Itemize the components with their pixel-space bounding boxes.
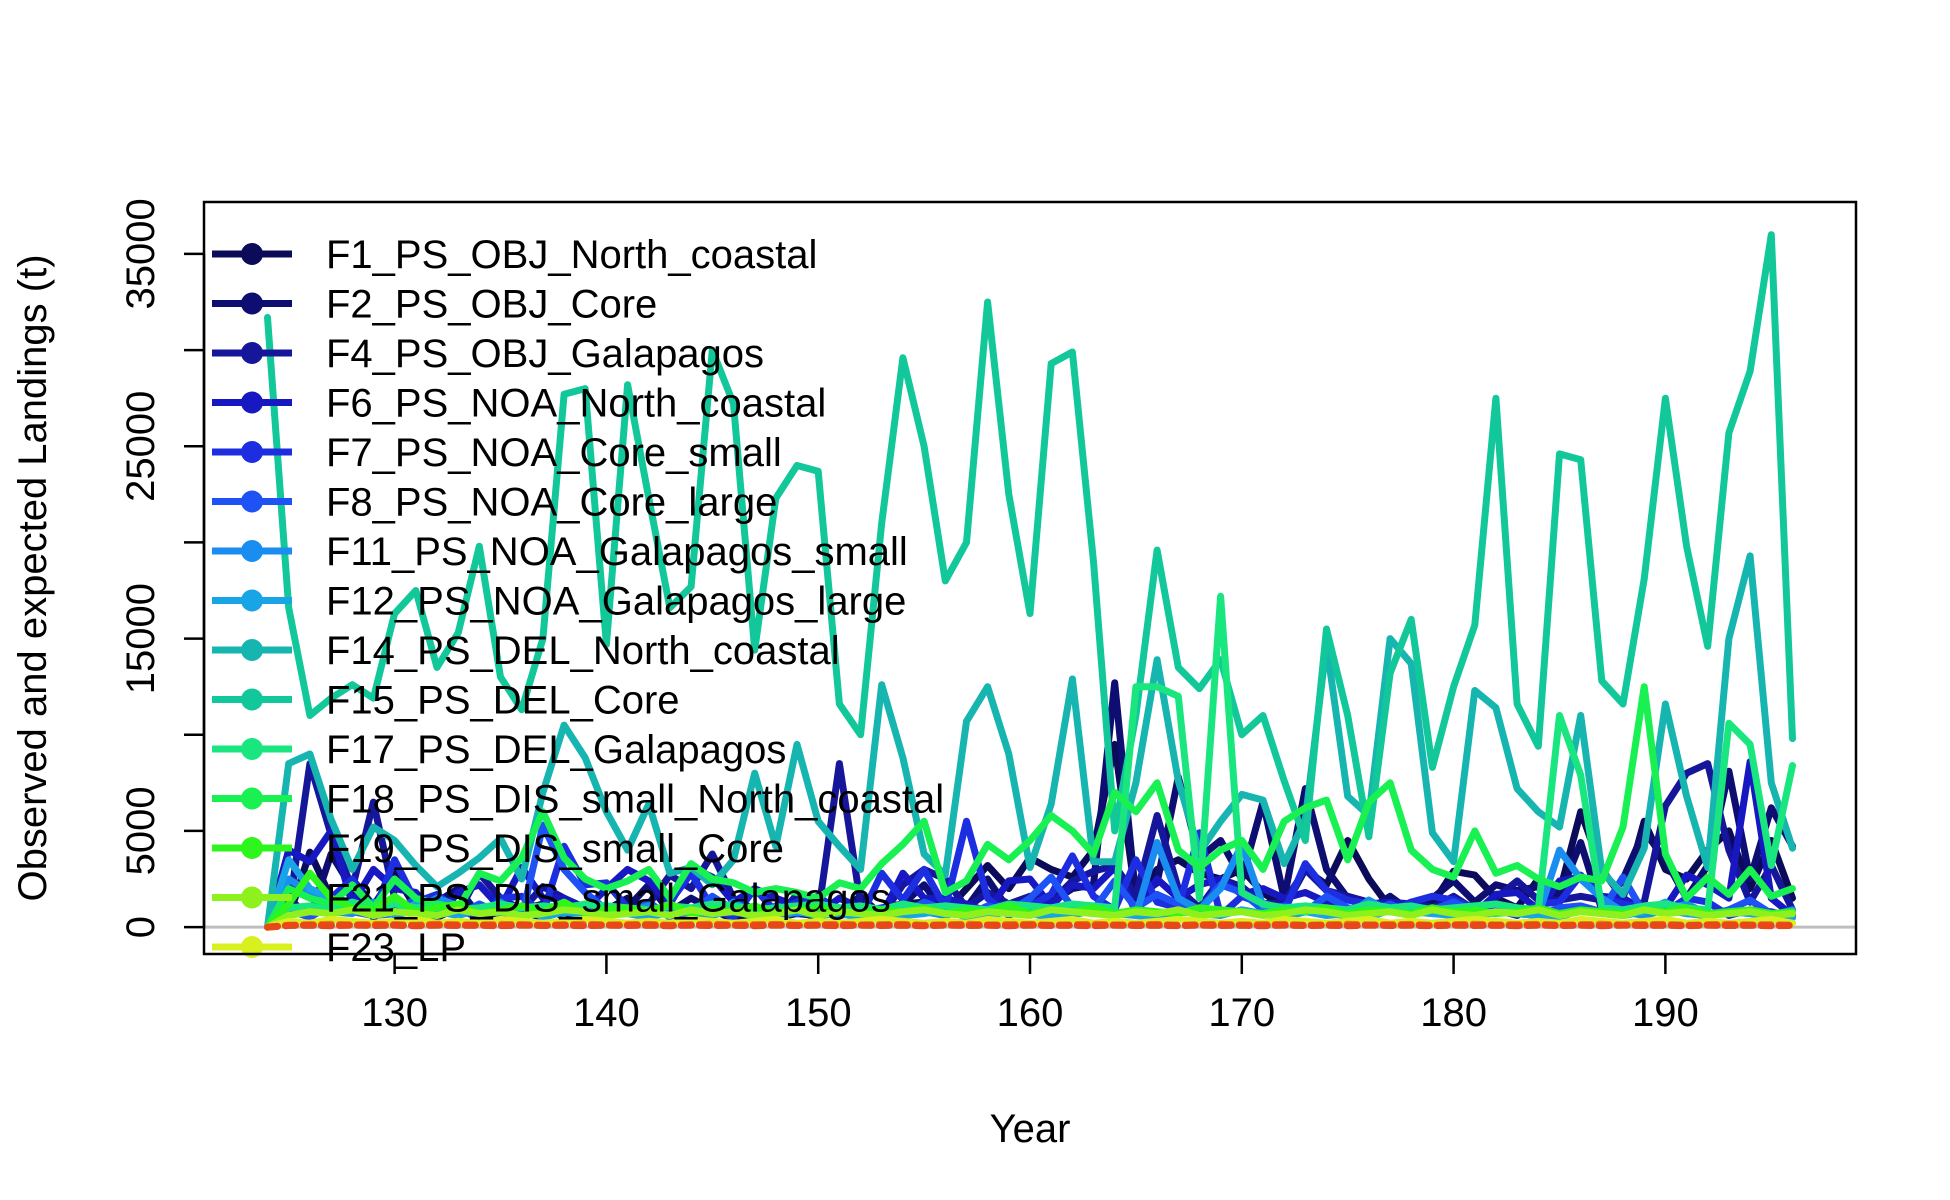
series-line-17 bbox=[264, 921, 1796, 931]
y-axis-title: Observed and expected Landings (t) bbox=[11, 254, 55, 901]
legend-marker bbox=[241, 886, 263, 909]
series-layer bbox=[204, 231, 1856, 931]
y-tick-label: 15000 bbox=[119, 583, 163, 694]
series-line-14 bbox=[264, 906, 1796, 931]
legend-item: F6_PS_NOA_North_coastal bbox=[212, 382, 826, 426]
legend-marker bbox=[241, 639, 263, 661]
legend-item: F12_PS_NOA_Galapagos_large bbox=[212, 580, 906, 624]
x-tick-label: 160 bbox=[997, 991, 1064, 1035]
legend-item: F8_PS_NOA_Core_large bbox=[212, 481, 777, 525]
legend-marker bbox=[241, 738, 263, 760]
x-tick-label: 180 bbox=[1420, 991, 1487, 1035]
legend-label: F18_PS_DIS_small_North_coastal bbox=[326, 778, 944, 822]
legend-label: F1_PS_OBJ_North_coastal bbox=[326, 233, 817, 277]
legend-marker bbox=[241, 391, 263, 414]
legend-item: F17_PS_DEL_Galapagos bbox=[212, 728, 786, 772]
y-tick-label: 0 bbox=[119, 916, 163, 938]
legend-item: F2_PS_OBJ_Core bbox=[212, 283, 657, 327]
series-line-10 bbox=[264, 231, 1796, 844]
legend-label: F17_PS_DEL_Galapagos bbox=[326, 728, 786, 772]
legend-marker bbox=[241, 837, 263, 859]
legend-label: F7_PS_NOA_Core_small bbox=[326, 431, 782, 475]
series-line-12 bbox=[264, 683, 1796, 931]
legend-marker bbox=[241, 490, 263, 513]
legend-label: F11_PS_NOA_Galapagos_small bbox=[326, 530, 908, 574]
x-tick-label: 190 bbox=[1632, 991, 1699, 1035]
legend-item: F11_PS_NOA_Galapagos_small bbox=[212, 530, 908, 574]
legend-item: F4_PS_OBJ_Galapagos bbox=[212, 332, 764, 376]
legend-marker bbox=[241, 936, 263, 958]
x-tick-label: 130 bbox=[361, 991, 428, 1035]
legend-marker bbox=[241, 787, 263, 810]
legend-item: F7_PS_NOA_Core_small bbox=[212, 431, 782, 475]
x-axis-title: Year bbox=[990, 1107, 1071, 1151]
series-line-9 bbox=[264, 552, 1796, 931]
legend-marker bbox=[241, 441, 263, 463]
legend-item: F18_PS_DIS_small_North_coastal bbox=[212, 778, 944, 822]
legend-marker bbox=[241, 540, 263, 562]
legend-label: F19_PS_DIS_small_Core bbox=[326, 827, 784, 871]
y-tick-label: 35000 bbox=[119, 198, 163, 309]
legend-item: F21_PS_DIS_small_Galapagos bbox=[212, 877, 891, 921]
x-tick-label: 140 bbox=[573, 991, 640, 1035]
legend-marker bbox=[241, 243, 263, 265]
y-tick-label: 25000 bbox=[119, 391, 163, 502]
legend-label: F21_PS_DIS_small_Galapagos bbox=[326, 877, 891, 921]
legend-label: F14_PS_DEL_North_coastal bbox=[326, 629, 840, 673]
legend-item: F14_PS_DEL_North_coastal bbox=[212, 629, 840, 673]
legend-label: F23_LP bbox=[326, 926, 466, 970]
legend-label: F6_PS_NOA_North_coastal bbox=[326, 382, 826, 426]
legend-item: F19_PS_DIS_small_Core bbox=[212, 827, 784, 871]
legend-item: F15_PS_DEL_Core bbox=[212, 679, 680, 723]
legend-label: F15_PS_DEL_Core bbox=[326, 679, 680, 723]
x-axis: 130 140 150 160 170 180 190 bbox=[361, 952, 1699, 1035]
legend-label: F4_PS_OBJ_Galapagos bbox=[326, 332, 764, 376]
legend-item: F23_LP bbox=[212, 926, 466, 970]
legend-marker bbox=[241, 589, 263, 612]
x-tick-label: 170 bbox=[1208, 991, 1275, 1035]
y-tick-label: 5000 bbox=[119, 786, 163, 875]
legend-marker bbox=[241, 688, 263, 711]
y-axis: 0 5000 15000 25000 35000 bbox=[119, 198, 206, 938]
legend-item: F1_PS_OBJ_North_coastal bbox=[212, 233, 817, 277]
legend-label: F12_PS_NOA_Galapagos_large bbox=[326, 580, 906, 624]
legend: F1_PS_OBJ_North_coastal F2_PS_OBJ_Core F4_… bbox=[212, 233, 944, 970]
legend-label: F2_PS_OBJ_Core bbox=[326, 283, 657, 327]
legend-marker bbox=[241, 342, 263, 364]
x-tick-label: 150 bbox=[785, 991, 852, 1035]
legend-marker bbox=[241, 292, 263, 315]
legend-label: F8_PS_NOA_Core_large bbox=[326, 481, 777, 525]
